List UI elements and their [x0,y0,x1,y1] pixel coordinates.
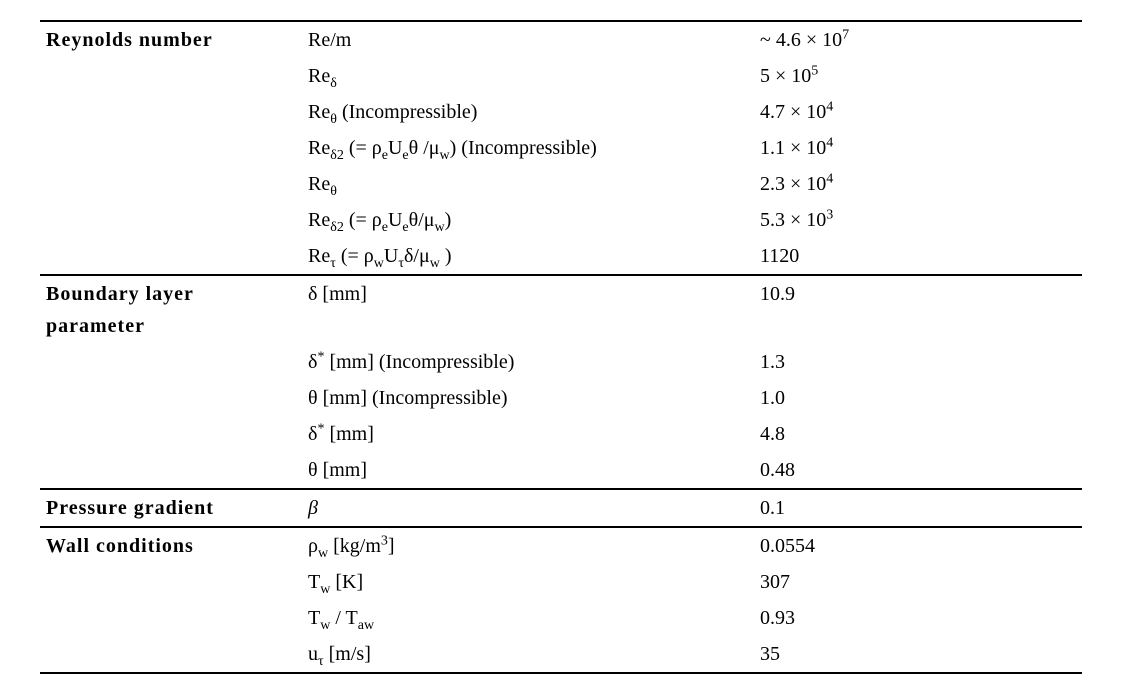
category-cell [40,130,302,166]
table-row: uτ [m/s]35 [40,636,1082,673]
symbol-cell: Reθ (Incompressible) [302,94,754,130]
category-cell [40,58,302,94]
symbol-cell: δ* [mm] (Incompressible) [302,344,754,380]
table-row: Reθ (Incompressible)4.7 × 104 [40,94,1082,130]
symbol-cell: θ [mm] [302,452,754,489]
category-cell: Wall conditions [40,527,302,564]
value-cell: 1.3 [754,344,1082,380]
value-cell: 10.9 [754,275,1082,344]
table-row: Reynolds numberRe/m~ 4.6 × 107 [40,21,1082,58]
symbol-cell: Tw / Taw [302,600,754,636]
value-cell: ~ 4.6 × 107 [754,21,1082,58]
table-row: Reδ5 × 105 [40,58,1082,94]
value-cell: 2.3 × 104 [754,166,1082,202]
value-cell: 0.48 [754,452,1082,489]
category-cell [40,452,302,489]
table-row: Tw / Taw0.93 [40,600,1082,636]
value-cell: 1.1 × 104 [754,130,1082,166]
symbol-cell: Reτ (= ρwUτδ/μw ) [302,238,754,275]
category-cell [40,94,302,130]
category-cell [40,636,302,673]
symbol-cell: Reθ [302,166,754,202]
table-row: Boundary layer parameterδ [mm]10.9 [40,275,1082,344]
value-cell: 0.0554 [754,527,1082,564]
table-row: Pressure gradientβ0.1 [40,489,1082,527]
category-cell [40,380,302,416]
value-cell: 4.7 × 104 [754,94,1082,130]
value-cell: 5 × 105 [754,58,1082,94]
category-cell [40,600,302,636]
category-cell: Pressure gradient [40,489,302,527]
value-cell: 1.0 [754,380,1082,416]
value-cell: 0.93 [754,600,1082,636]
category-cell [40,166,302,202]
table-row: θ [mm] (Incompressible)1.0 [40,380,1082,416]
category-cell [40,564,302,600]
table-row: Reθ2.3 × 104 [40,166,1082,202]
symbol-cell: δ* [mm] [302,416,754,452]
value-cell: 307 [754,564,1082,600]
symbol-cell: Reδ [302,58,754,94]
table-row: Reδ2 (= ρeUeθ/μw)5.3 × 103 [40,202,1082,238]
category-cell [40,416,302,452]
value-cell: 5.3 × 103 [754,202,1082,238]
category-cell [40,202,302,238]
value-cell: 1120 [754,238,1082,275]
parameters-table: Reynolds numberRe/m~ 4.6 × 107Reδ5 × 105… [40,20,1082,674]
symbol-cell: Reδ2 (= ρeUeθ /μw) (Incompressible) [302,130,754,166]
symbol-cell: Tw [K] [302,564,754,600]
category-cell [40,344,302,380]
table-row: δ* [mm]4.8 [40,416,1082,452]
value-cell: 0.1 [754,489,1082,527]
category-cell [40,238,302,275]
symbol-cell: uτ [m/s] [302,636,754,673]
table-row: δ* [mm] (Incompressible)1.3 [40,344,1082,380]
category-cell: Reynolds number [40,21,302,58]
symbol-cell: Re/m [302,21,754,58]
symbol-cell: ρw [kg/m3] [302,527,754,564]
value-cell: 35 [754,636,1082,673]
table-row: θ [mm]0.48 [40,452,1082,489]
symbol-cell: β [302,489,754,527]
table-row: Reδ2 (= ρeUeθ /μw) (Incompressible)1.1 ×… [40,130,1082,166]
symbol-cell: θ [mm] (Incompressible) [302,380,754,416]
symbol-cell: δ [mm] [302,275,754,344]
category-cell: Boundary layer parameter [40,275,302,344]
table-row: Reτ (= ρwUτδ/μw )1120 [40,238,1082,275]
table-row: Wall conditionsρw [kg/m3]0.0554 [40,527,1082,564]
value-cell: 4.8 [754,416,1082,452]
symbol-cell: Reδ2 (= ρeUeθ/μw) [302,202,754,238]
table-row: Tw [K]307 [40,564,1082,600]
